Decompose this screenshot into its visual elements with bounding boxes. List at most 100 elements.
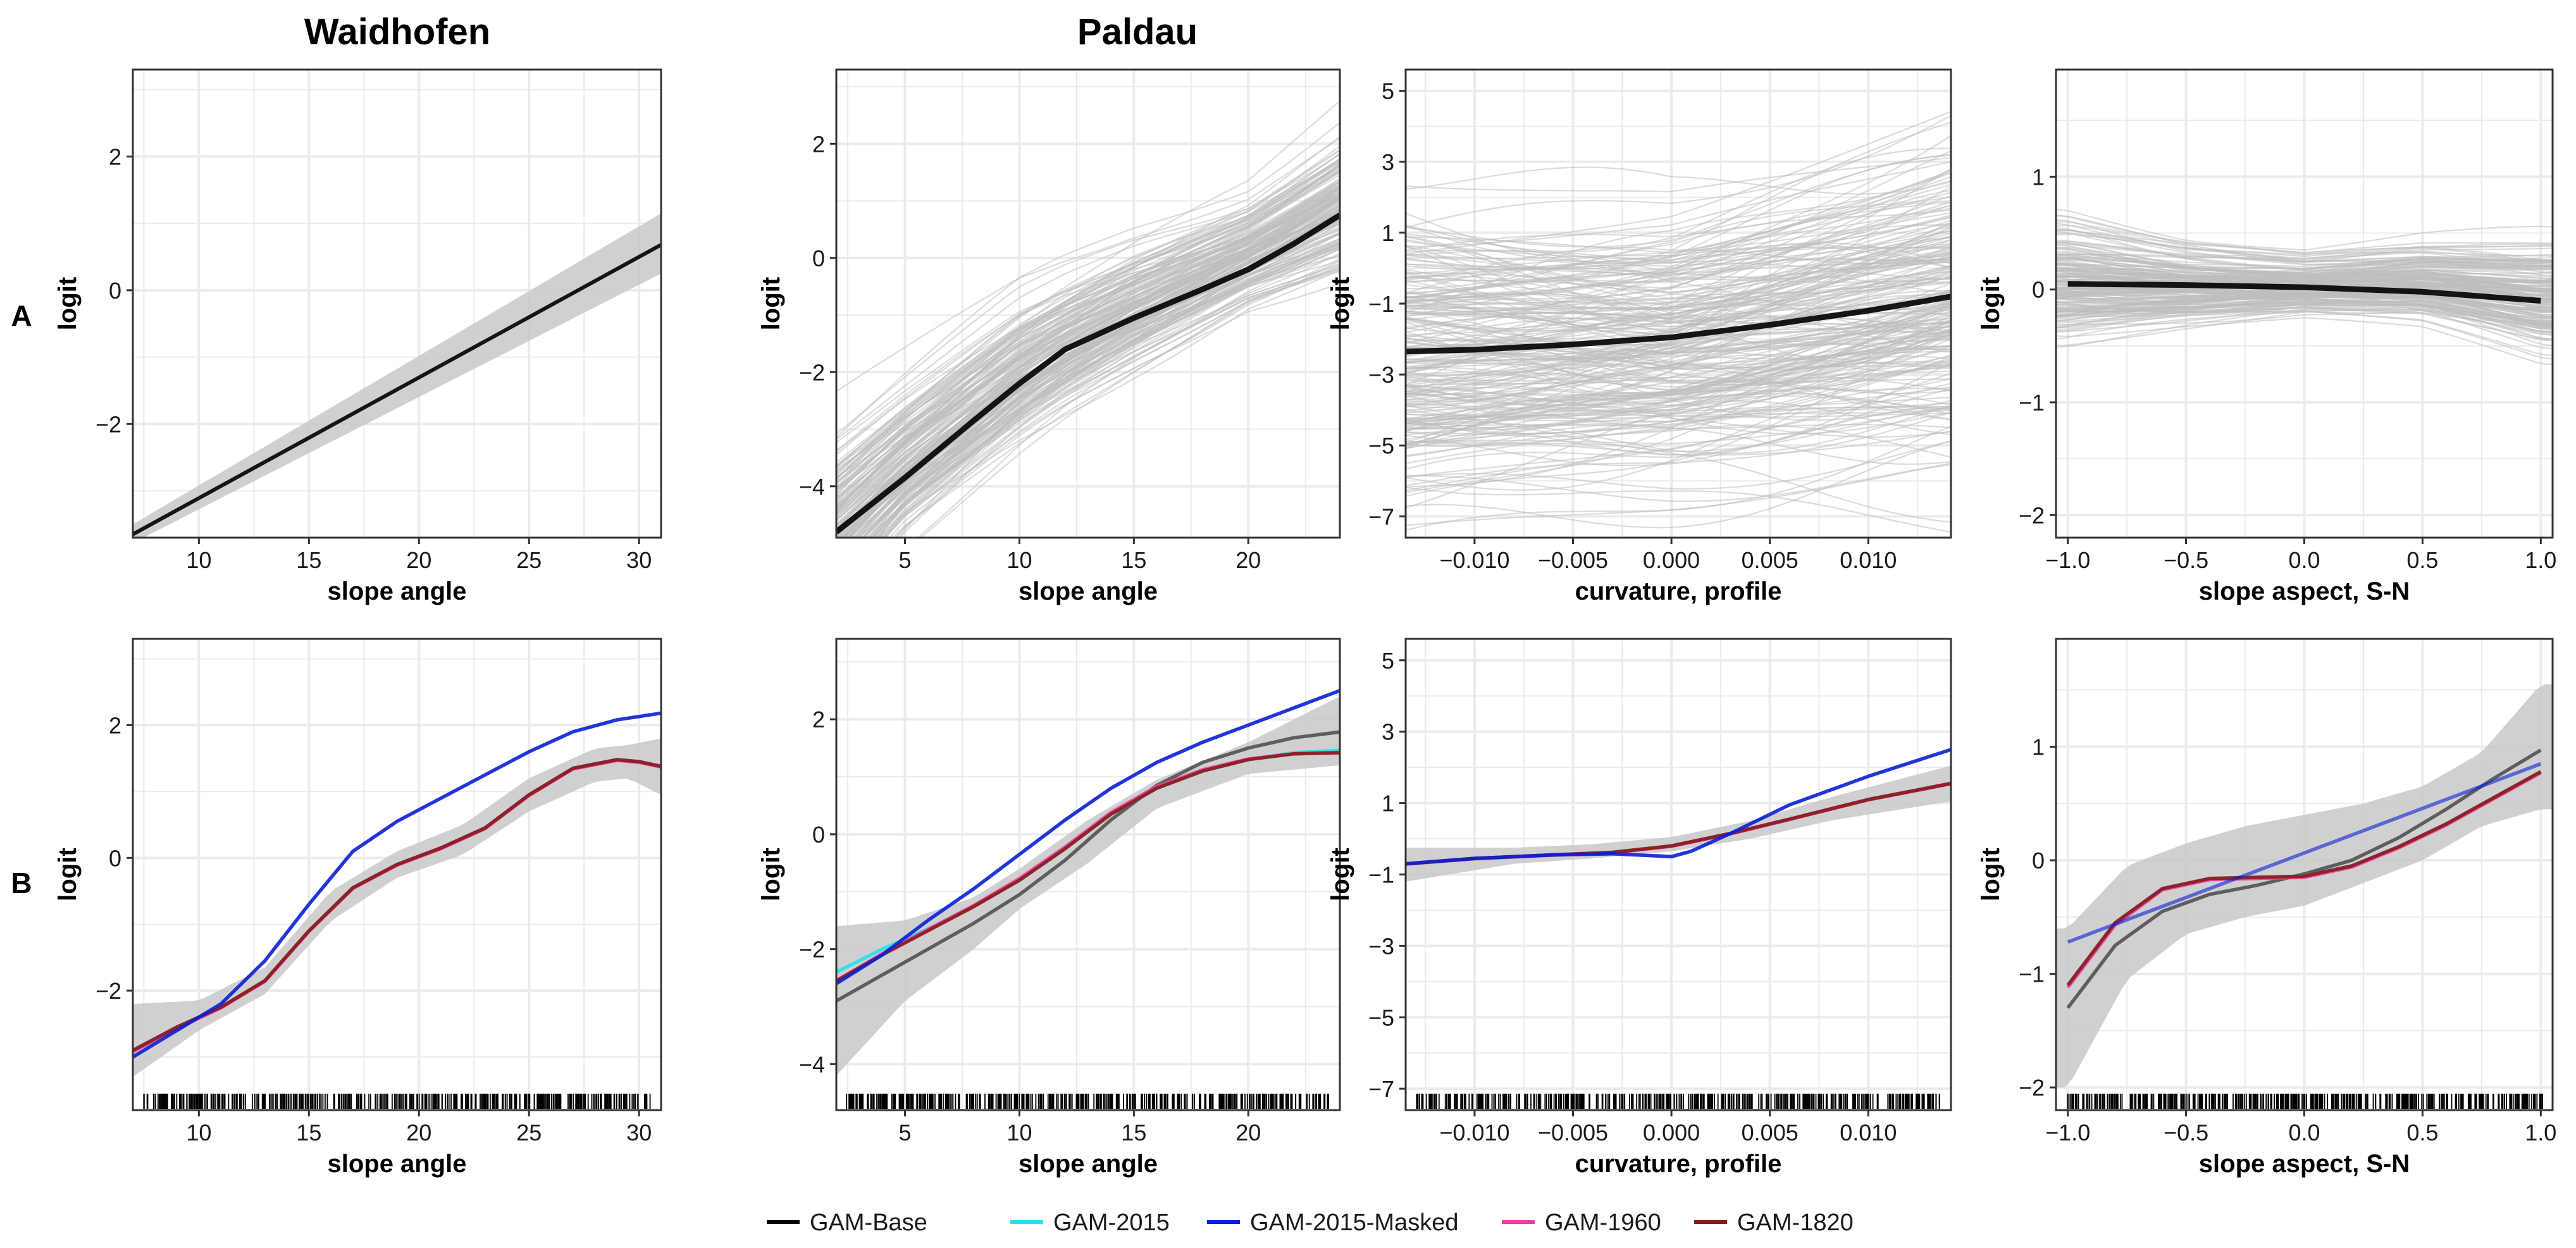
x-tick-label: 20 (406, 547, 431, 573)
rug (143, 1094, 651, 1109)
simulation-line (1406, 321, 1951, 421)
row-label-a: A (11, 299, 32, 332)
legend-item-gam-1960: GAM-1960 (1502, 1209, 1661, 1236)
simulation-line (836, 168, 1340, 492)
x-tick-label: 0.005 (1742, 547, 1799, 573)
x-tick-label: 5 (899, 547, 912, 573)
legend: GAM-Base GAM-2015 GAM-2015-Masked GAM-1960 G… (767, 1209, 1854, 1236)
x-tick-label: 0.010 (1840, 1120, 1897, 1146)
simulation-line (1406, 253, 1951, 337)
simulation-line (1406, 291, 1951, 447)
x-axis-label: slope angle (1019, 1150, 1158, 1178)
simulation-lines (836, 100, 1340, 538)
confidence-band (836, 696, 1340, 1076)
y-axis-label: logit (1977, 848, 2005, 901)
series-line-gam-2015-masked (133, 711, 661, 1059)
x-axis-label: curvature, profile (1575, 1150, 1782, 1178)
simulation-line (1406, 302, 1951, 384)
rug (846, 1094, 1330, 1109)
y-tick-label: 1 (2032, 734, 2045, 760)
simulation-line (1406, 405, 1951, 454)
series-line-gam-base (836, 213, 1340, 534)
series-line-gam-2015-masked (2067, 762, 2542, 944)
plot-area (1406, 748, 1951, 1109)
simulation-line (2056, 261, 2553, 278)
simulation-line (1406, 462, 1951, 526)
simulation-line (1406, 325, 1951, 422)
x-tick-label: 30 (626, 547, 652, 573)
y-axis-label: logit (1977, 277, 2005, 330)
series-line-gam-1820 (133, 758, 661, 1053)
simulation-line (1406, 486, 1951, 533)
y-tick-label: 2 (109, 712, 121, 738)
grid (2056, 639, 2553, 1110)
y-tick-label: 3 (1382, 719, 1394, 745)
simulation-line (2056, 259, 2553, 293)
simulation-line (836, 196, 1340, 490)
simulation-line (894, 283, 1340, 538)
panel-border (835, 68, 1341, 539)
simulation-line (1406, 385, 1951, 421)
simulation-line (2056, 317, 2553, 366)
simulation-line (836, 160, 1340, 466)
series-line-gam-base (2067, 281, 2541, 304)
plot-area (836, 689, 1340, 1109)
simulation-line (841, 223, 1340, 538)
y-tick-label: −2 (96, 411, 121, 437)
simulation-line (2056, 291, 2553, 309)
panel-B3: −0.010 −0.005 0.000 0.005 0.010 −7 −5 −3 −1 1 3 5 cu… (1327, 638, 1952, 1178)
y-axis-label: logit (54, 277, 82, 330)
legend-label: GAM-2015-Masked (1250, 1209, 1458, 1236)
y-tick-label: −7 (1368, 504, 1394, 529)
simulation-line (1406, 348, 1951, 384)
x-tick-label: 1.0 (2525, 1120, 2556, 1146)
x-tick-label: 10 (1006, 547, 1032, 573)
simulation-line (1406, 196, 1951, 294)
simulation-line (1406, 266, 1951, 302)
simulation-line (2056, 303, 2553, 323)
simulation-line (1406, 259, 1951, 281)
simulation-line (862, 240, 1340, 538)
simulation-line (884, 233, 1340, 538)
simulation-line (876, 195, 1340, 538)
y-tick-label: 0 (812, 245, 825, 271)
y-tick-label: −2 (2019, 1075, 2045, 1101)
x-tick-label: 0.000 (1643, 547, 1700, 573)
legend-label: GAM-2015 (1053, 1209, 1170, 1236)
row-label-b: B (11, 867, 32, 899)
x-tick-label: 0.5 (2406, 547, 2438, 573)
simulation-line (1406, 263, 1951, 280)
y-tick-label: 1 (1382, 220, 1394, 246)
x-tick-label: 0.0 (2288, 547, 2320, 573)
simulation-line (1406, 192, 1951, 280)
x-tick-label: −0.5 (2164, 1120, 2208, 1146)
simulation-line (1406, 166, 1951, 195)
y-tick-label: 2 (812, 131, 825, 157)
simulation-line (899, 252, 1340, 538)
x-axis-label: slope angle (327, 578, 466, 605)
simulation-line (1406, 230, 1951, 264)
x-tick-label: 25 (516, 1120, 542, 1146)
y-tick-label: 2 (109, 144, 121, 170)
y-tick-label: −1 (1368, 862, 1394, 888)
simulation-line (2056, 221, 2553, 254)
x-tick-label: 0.010 (1840, 547, 1897, 573)
simulation-line (1406, 154, 1951, 270)
x-tick-label: −0.005 (1538, 547, 1608, 573)
y-axis-label: logit (54, 848, 82, 901)
simulation-line (1406, 135, 1951, 386)
simulation-line (1406, 219, 1951, 304)
simulation-line (1406, 244, 1951, 357)
simulation-line (836, 100, 1340, 469)
plot-area (133, 213, 661, 538)
y-axis-label: logit (757, 848, 785, 901)
x-tick-label: 20 (1235, 1120, 1261, 1146)
x-tick-label: 25 (516, 547, 542, 573)
x-tick-label: 10 (186, 1120, 211, 1146)
x-tick-label: 1.0 (2525, 547, 2556, 573)
simulation-line (1406, 424, 1951, 465)
simulation-line (1406, 402, 1951, 423)
series-line-gam-2015-masked (1406, 748, 1951, 866)
column-titles: Waidhofen Paldau A B (11, 11, 1198, 899)
rug (2066, 1094, 2544, 1109)
